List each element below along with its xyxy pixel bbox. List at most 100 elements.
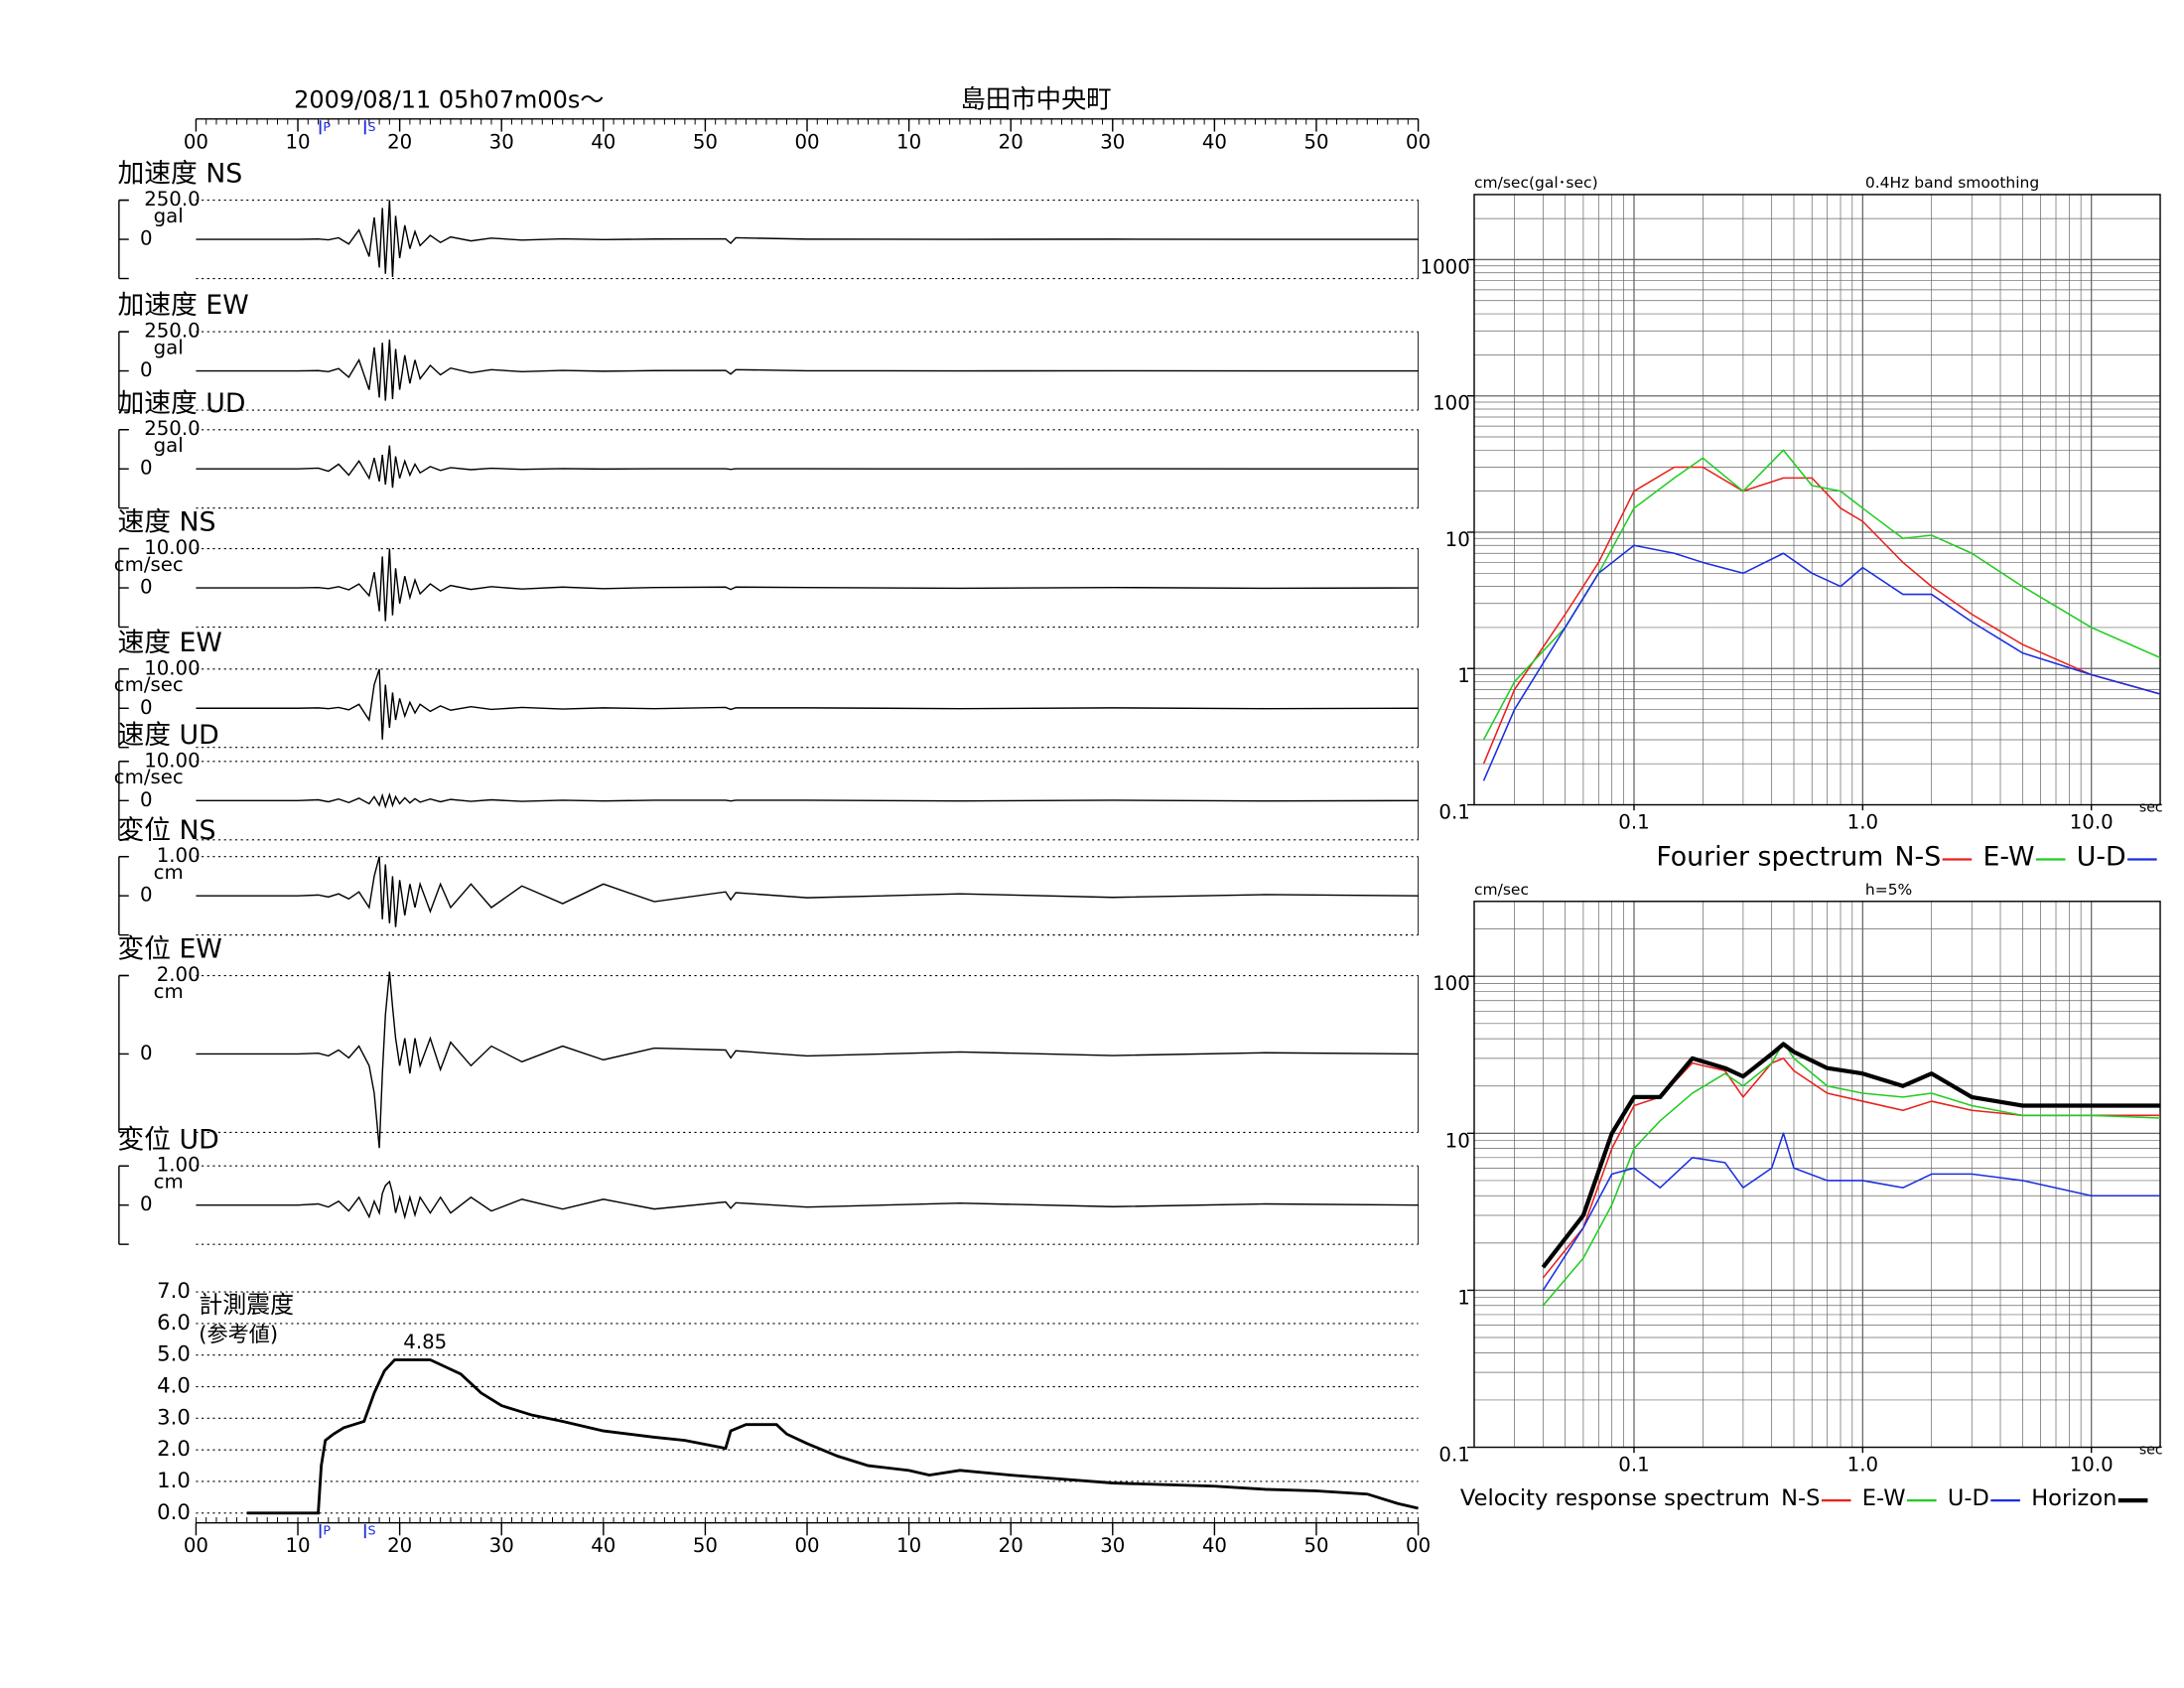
y-tick-label: 10.00: [144, 536, 200, 559]
plot-frame: [1473, 194, 2161, 806]
x-tick-label: 20: [999, 1534, 1024, 1557]
y-tick-label: 0: [140, 576, 153, 599]
spectrum-line: [1542, 1041, 2161, 1307]
x-tick-label: 0.1: [1618, 1453, 1649, 1476]
y-tick-label: 10: [1445, 1129, 1470, 1152]
y-tick-label: 5.0: [157, 1341, 191, 1366]
phase-label: S: [368, 1523, 376, 1538]
unit-label: cm: [154, 861, 184, 884]
spectrum-line: [1541, 1042, 2161, 1269]
phase-label: P: [323, 119, 331, 134]
waveform: [196, 668, 1419, 740]
panel-label: 加速度 UD: [117, 388, 245, 419]
y-tick-label: 100: [1433, 392, 1470, 415]
x-tick-label: 10: [896, 1534, 921, 1557]
y-tick-label: 0.1: [1438, 800, 1469, 823]
spectrum-line: [1482, 466, 2161, 765]
x-tick-label: 10.0: [2070, 810, 2114, 833]
y-tick-label: 1.00: [157, 844, 201, 867]
y-tick-label: 10.00: [144, 656, 200, 679]
x-tick-label: 40: [591, 1534, 615, 1557]
legend-label: U-D: [1948, 1485, 1989, 1511]
x-tick-label: 00: [1406, 1534, 1431, 1557]
unit-label: cm: [154, 980, 184, 1003]
legend-label: Horizon: [2031, 1485, 2116, 1511]
intensity-line: [246, 1358, 1419, 1515]
x-tick-label: 00: [794, 130, 819, 153]
waveform: [196, 792, 1419, 809]
x-tick-label: 30: [1100, 1534, 1125, 1557]
x-unit: sec: [2139, 799, 2163, 815]
y-tick-label: 1000: [1421, 255, 1470, 278]
panel-label: 速度 UD: [117, 720, 218, 751]
waveform: [196, 339, 1419, 401]
y-unit: cm/sec(gal･sec): [1474, 174, 1598, 192]
x-tick-label: 0.1: [1618, 810, 1649, 833]
y-tick-label: 0: [140, 884, 153, 907]
y-tick-label: 250.0: [144, 188, 200, 211]
x-unit: sec: [2139, 1442, 2163, 1458]
x-tick-label: 40: [1202, 130, 1227, 153]
y-tick-label: 1: [1457, 664, 1470, 687]
legend-label: N-S: [1781, 1485, 1820, 1511]
y-tick-label: 10: [1445, 528, 1470, 551]
panel-label: 変位 UD: [117, 1124, 218, 1155]
legend-title: Velocity response spectrum: [1460, 1485, 1770, 1511]
panel-label: 速度 NS: [117, 507, 215, 538]
x-tick-label: 50: [693, 1534, 718, 1557]
y-unit: cm/sec: [1474, 881, 1529, 899]
y-tick-label: 0: [140, 358, 153, 381]
panel-label: 加速度 EW: [117, 290, 248, 321]
y-tick-label: 0: [140, 1193, 153, 1215]
note: h=5%: [1865, 881, 1912, 899]
waveform: [196, 971, 1419, 1149]
waveform: [196, 1180, 1419, 1220]
waveform: [196, 856, 1419, 927]
x-tick-label: 10: [285, 1534, 310, 1557]
panel-label: 速度 EW: [117, 628, 221, 658]
x-tick-label: 00: [794, 1534, 819, 1557]
waveform: [196, 445, 1419, 489]
y-tick-label: 6.0: [157, 1310, 191, 1335]
x-tick-label: 50: [693, 130, 718, 153]
y-tick-label: 0: [140, 788, 153, 811]
unit-label: cm/sec: [114, 766, 184, 788]
unit-label: cm: [154, 1171, 184, 1194]
unit-label: cm/sec: [114, 673, 184, 696]
x-tick-label: 1.0: [1847, 810, 1878, 833]
x-tick-label: 40: [1202, 1534, 1227, 1557]
spectrum-line: [1542, 1132, 2161, 1291]
y-tick-label: 0.1: [1438, 1444, 1469, 1467]
x-tick-label: 00: [184, 1534, 208, 1557]
x-tick-label: 10: [285, 130, 310, 153]
panel-label: 変位 EW: [117, 934, 221, 965]
y-tick-label: 2.00: [157, 963, 201, 986]
spectrum-line: [1482, 544, 2161, 781]
x-tick-label: 1.0: [1847, 1453, 1878, 1476]
legend-title: Fourier spectrum: [1656, 842, 1883, 873]
waveform: [196, 200, 1419, 277]
unit-label: gal: [154, 205, 184, 227]
y-tick-label: 2.0: [157, 1436, 191, 1461]
x-tick-label: 20: [387, 1534, 412, 1557]
x-tick-label: 30: [489, 1534, 514, 1557]
spectrum-line: [1542, 1057, 2161, 1279]
y-tick-label: 1: [1457, 1286, 1470, 1309]
x-tick-label: 00: [184, 130, 208, 153]
legend-label: U-D: [2077, 842, 2126, 873]
intensity-title: 計測震度: [199, 1291, 294, 1319]
x-tick-label: 20: [387, 130, 412, 153]
plot-frame: [1473, 901, 2161, 1449]
legend-label: E-W: [1983, 842, 2035, 873]
y-tick-label: 7.0: [157, 1278, 191, 1303]
y-tick-label: 250.0: [144, 417, 200, 440]
legend-label: E-W: [1862, 1485, 1906, 1511]
intensity-subtitle: (参考値): [199, 1322, 278, 1346]
unit-label: gal: [154, 336, 184, 358]
y-tick-label: 0: [140, 1042, 153, 1064]
x-tick-label: 30: [1100, 130, 1125, 153]
x-tick-label: 20: [999, 130, 1024, 153]
y-tick-label: 0: [140, 227, 153, 250]
